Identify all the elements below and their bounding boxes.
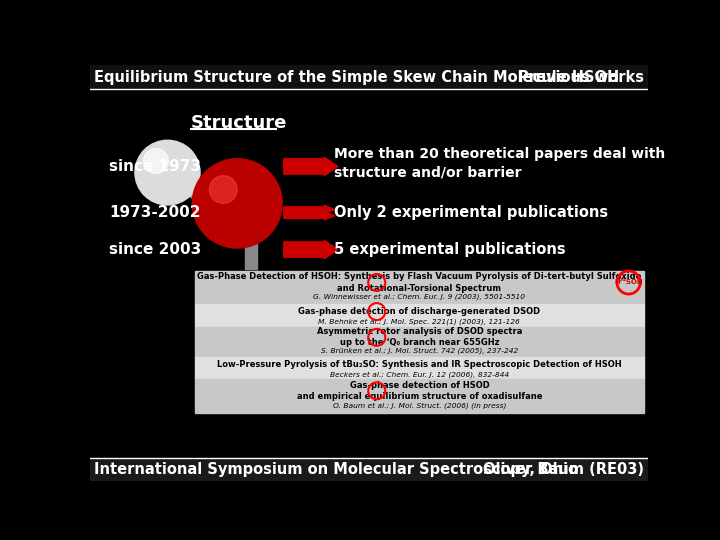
Text: since 1973: since 1973 [109,159,202,174]
Text: Gas-phase detection of discharge-generated DSOD: Gas-phase detection of discharge-generat… [298,307,541,316]
Text: H³⁴SOH: H³⁴SOH [614,280,643,286]
Bar [194,357,644,379]
FancyArrow shape [284,157,338,176]
Text: Gas-Phase Detection of HSOH: Synthesis by Flash Vacuum Pyrolysis of Di-tert-buty: Gas-Phase Detection of HSOH: Synthesis b… [197,272,642,293]
Bar [194,303,644,327]
Text: S. Brünken et al.; J. Mol. Struct. 742 (2005), 237-242: S. Brünken et al.; J. Mol. Struct. 742 (… [320,347,518,354]
Text: Only 2 experimental publications: Only 2 experimental publications [334,205,608,220]
Bar [90,65,648,88]
Text: More than 20 theoretical papers deal with
structure and/or barrier: More than 20 theoretical papers deal wit… [334,147,665,180]
Text: Low-Pressure Pyrolysis of tBu₂SO: Synthesis and IR Spectroscopic Detection of HS: Low-Pressure Pyrolysis of tBu₂SO: Synthe… [217,360,621,369]
Bar [90,459,648,481]
Circle shape [192,159,282,248]
Text: since 2003: since 2003 [109,242,202,257]
Text: 5 experimental publications: 5 experimental publications [334,242,566,257]
Circle shape [210,176,238,204]
Text: G. Winnewisser et al.; Chem. Eur. J. 9 (2003), 5501-5510: G. Winnewisser et al.; Chem. Eur. J. 9 (… [313,293,526,300]
Text: Oliver Baum (RE03): Oliver Baum (RE03) [483,462,644,477]
Bar [194,327,644,357]
Text: O. Baum et al.; J. Mol. Struct. (2006) (in press): O. Baum et al.; J. Mol. Struct. (2006) (… [333,402,506,409]
Text: Asymmetric rotor analysis of DSOD spectra
up to the ‘Q₀ branch near 655GHz: Asymmetric rotor analysis of DSOD spectr… [317,327,522,347]
Circle shape [135,140,200,205]
FancyArrow shape [284,240,338,259]
Text: International Symposium on Molecular Spectroscopy, Ohio: International Symposium on Molecular Spe… [94,462,578,477]
Text: Previous works: Previous works [518,70,644,85]
Text: Equilibrium Structure of the Simple Skew Chain Molecule HSOH: Equilibrium Structure of the Simple Skew… [94,70,619,85]
Bar [194,379,644,413]
Text: 1973-2002: 1973-2002 [109,205,201,220]
Text: Structure: Structure [191,113,287,132]
Bar [245,200,258,269]
FancyArrow shape [284,212,335,220]
Circle shape [143,148,168,173]
Text: Gas-phase detection of HSOD
and empirical equilibrium structure of oxadisulfane: Gas-phase detection of HSOD and empirica… [297,381,542,401]
Text: Beckers et al.; Chem. Eur. J. 12 (2006), 832-844: Beckers et al.; Chem. Eur. J. 12 (2006),… [330,371,509,377]
FancyArrow shape [284,205,335,214]
Text: M. Behnke et al.; J. Mol. Spec. 221(1) (2003), 121-126: M. Behnke et al.; J. Mol. Spec. 221(1) (… [318,318,521,325]
Bar [194,271,644,303]
